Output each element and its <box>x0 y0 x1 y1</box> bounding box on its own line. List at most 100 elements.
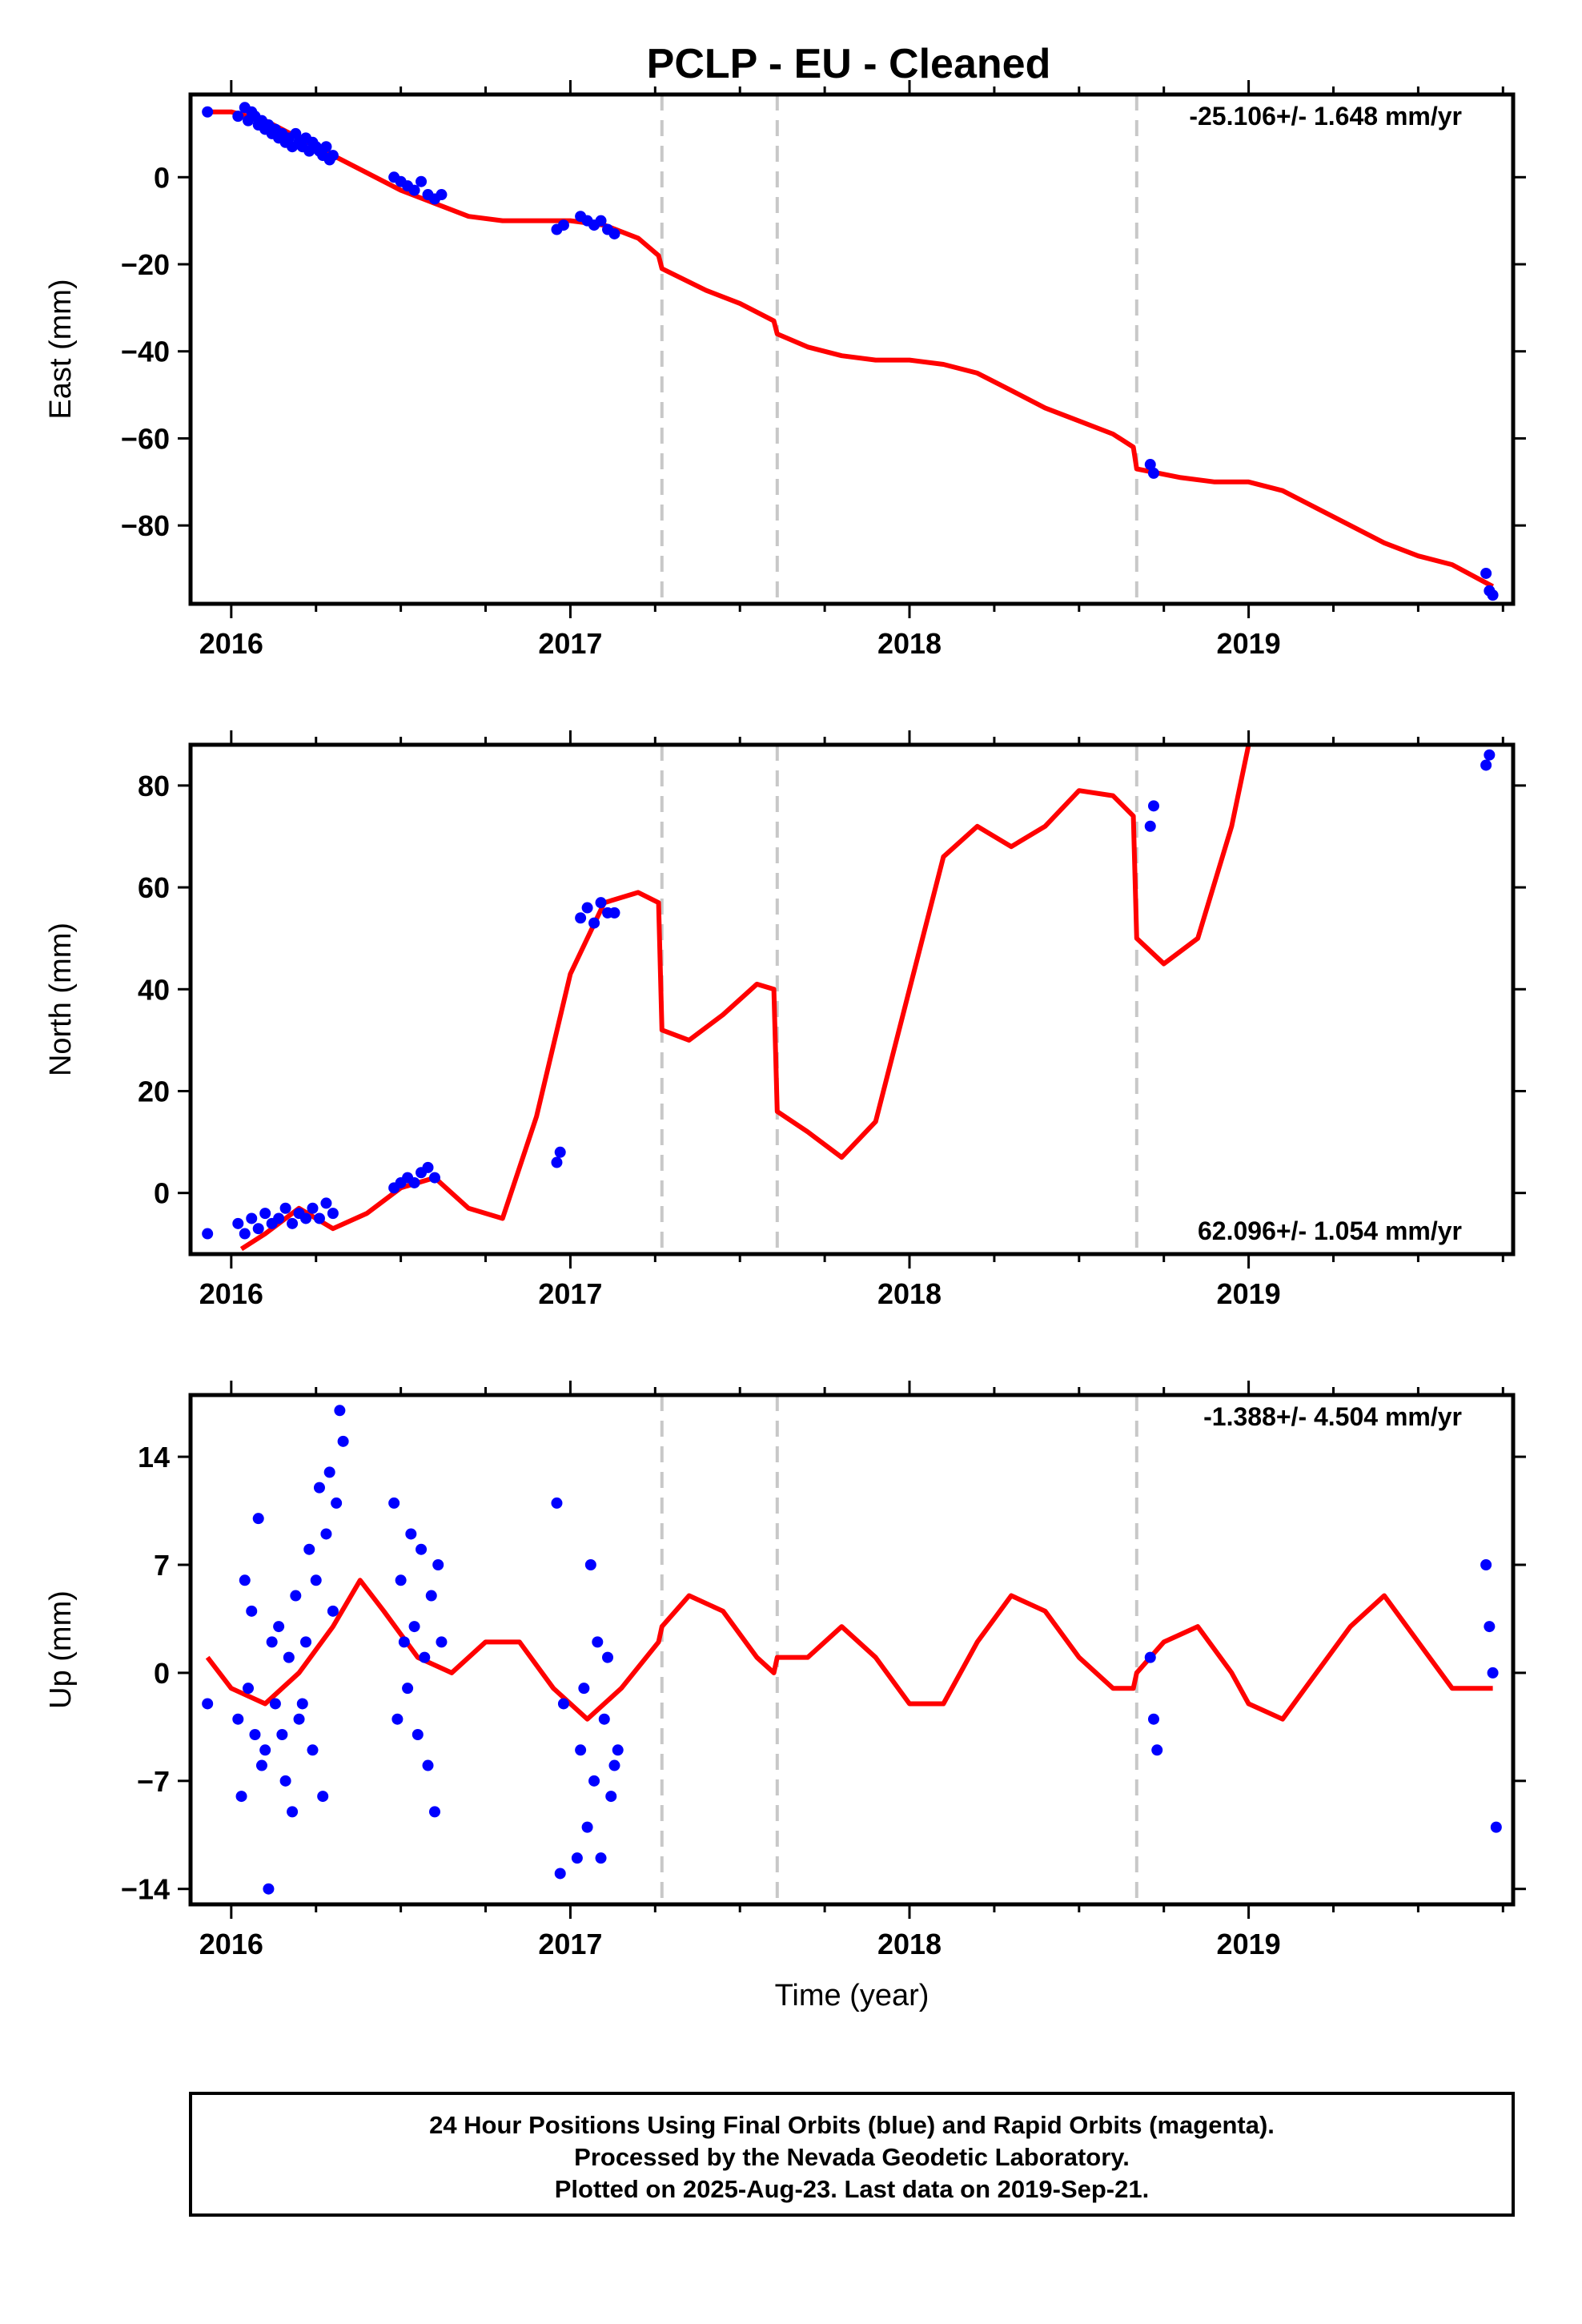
data-point <box>327 150 339 162</box>
data-point <box>422 1759 434 1771</box>
data-point <box>259 1744 271 1756</box>
footer-frame <box>189 2092 1515 2217</box>
data-point <box>263 1883 275 1895</box>
x-axis-label: Time (year) <box>775 1979 930 2012</box>
data-point <box>202 106 214 118</box>
y-axis-label: Up (mm) <box>44 1590 78 1709</box>
data-point <box>1487 589 1499 601</box>
data-point <box>337 1435 349 1447</box>
data-point <box>246 1605 258 1617</box>
data-point <box>598 1713 610 1725</box>
data-point <box>551 1497 563 1509</box>
data-point <box>232 1713 244 1725</box>
data-point <box>1490 1821 1502 1833</box>
data-point <box>259 1208 271 1220</box>
data-point <box>432 1559 444 1570</box>
data-point <box>1147 467 1159 479</box>
data-point <box>388 1497 400 1509</box>
data-point <box>252 1223 264 1235</box>
data-point <box>557 1698 569 1710</box>
x-tick-label: 2016 <box>199 627 263 660</box>
data-point <box>557 219 569 231</box>
data-point <box>283 1651 295 1663</box>
data-point <box>1147 800 1159 812</box>
data-point <box>1484 1621 1496 1633</box>
data-point <box>595 215 607 227</box>
data-point <box>303 1543 315 1555</box>
data-point <box>327 1208 339 1220</box>
x-tick-label: 2017 <box>538 627 602 660</box>
y-tick-label: −20 <box>121 248 170 281</box>
data-point <box>279 1775 291 1787</box>
data-point <box>608 227 620 239</box>
data-point <box>1144 459 1156 471</box>
y-tick-label: 80 <box>138 770 170 802</box>
data-point <box>395 1574 407 1586</box>
y-tick-label: 0 <box>154 161 170 194</box>
model-line <box>205 1578 1493 1722</box>
data-point <box>276 1729 288 1740</box>
data-point <box>287 1217 299 1229</box>
data-point <box>612 1744 624 1756</box>
data-point <box>273 1212 285 1224</box>
data-point <box>551 1156 563 1168</box>
data-point <box>1147 1713 1159 1725</box>
data-point <box>327 1605 339 1617</box>
data-point <box>307 1202 319 1214</box>
panel-east: 2016 2017 2018 2019 0 −20 −40 −60 −80 East (mm) -2… <box>44 80 1526 660</box>
data-point <box>1151 1744 1163 1756</box>
data-point <box>255 1759 267 1771</box>
data-point <box>575 1744 587 1756</box>
x-tick-label: 2019 <box>1217 627 1281 660</box>
data-point <box>608 907 620 919</box>
data-point <box>581 1821 593 1833</box>
y-tick-label: −40 <box>121 336 170 368</box>
observation-points <box>202 1405 1502 1895</box>
y-tick-label: −14 <box>121 1873 170 1906</box>
data-point <box>408 1621 420 1633</box>
data-point <box>279 1202 291 1214</box>
y-tick-label: 0 <box>154 1657 170 1690</box>
y-tick-label: 14 <box>138 1441 170 1474</box>
data-point <box>571 1852 583 1864</box>
data-point <box>266 1636 278 1648</box>
y-tick-label: 7 <box>154 1549 170 1582</box>
data-point <box>575 912 587 924</box>
x-tick-label: 2019 <box>1217 1928 1281 1960</box>
data-point <box>581 902 593 914</box>
data-point <box>287 1806 299 1818</box>
data-point <box>416 1543 428 1555</box>
data-point <box>290 1590 302 1602</box>
data-point <box>1487 1667 1499 1679</box>
data-point <box>252 1513 264 1525</box>
data-point <box>419 1651 431 1663</box>
data-point <box>320 141 332 153</box>
data-point <box>202 1698 214 1710</box>
footer-line-2: Processed by the Nevada Geodetic Laborat… <box>574 2143 1130 2171</box>
data-point <box>273 1621 285 1633</box>
data-point <box>554 1146 566 1158</box>
x-tick-label: 2018 <box>877 1928 942 1960</box>
data-point <box>300 1636 312 1648</box>
data-point <box>592 1636 604 1648</box>
data-point <box>202 1228 214 1240</box>
data-point <box>243 1683 255 1695</box>
data-point <box>307 1744 319 1756</box>
data-point <box>428 1172 440 1184</box>
data-point <box>595 897 607 909</box>
data-point <box>416 175 428 187</box>
y-axis-label: North (mm) <box>44 923 78 1076</box>
data-point <box>1480 1559 1492 1570</box>
data-point <box>1480 567 1492 579</box>
data-point <box>290 127 302 139</box>
data-point <box>300 1212 312 1224</box>
model-line <box>207 109 1495 589</box>
data-point <box>313 1482 325 1494</box>
chart-title: PCLP - EU - Cleaned <box>647 41 1051 87</box>
data-point <box>608 1759 620 1771</box>
panel-frame <box>188 92 1516 606</box>
data-point <box>425 1590 437 1602</box>
x-tick-label: 2018 <box>877 627 942 660</box>
panel-north: 2016 2017 2018 2019 0 20 40 60 80 North (mm) 62.09… <box>44 730 1526 1310</box>
